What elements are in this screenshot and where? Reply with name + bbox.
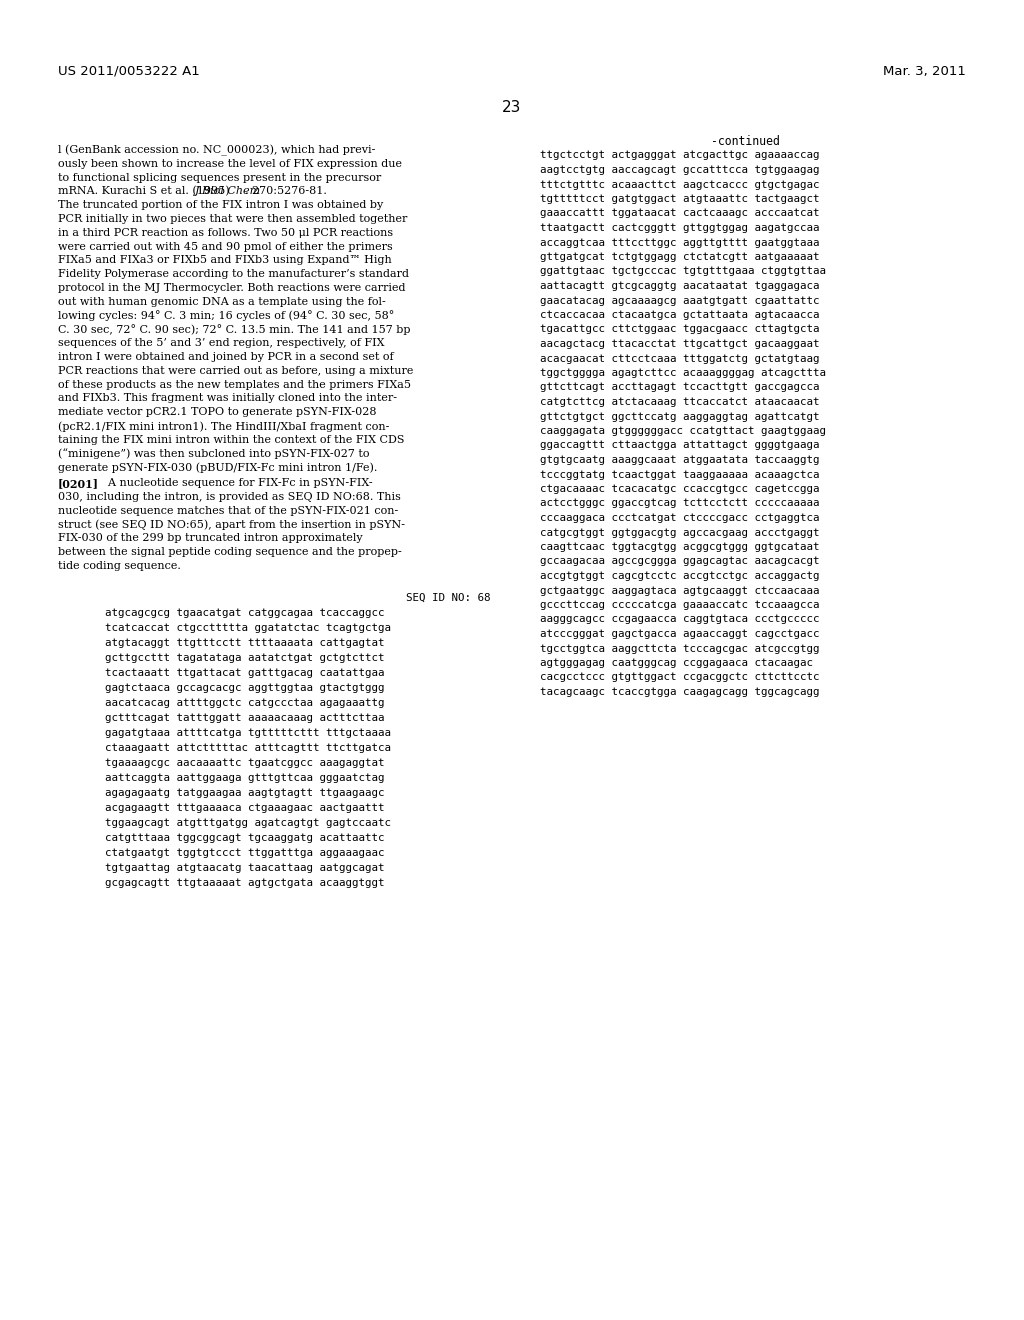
Text: The truncated portion of the FIX intron I was obtained by: The truncated portion of the FIX intron …: [58, 201, 383, 210]
Text: gttctgtgct ggcttccatg aaggaggtag agattcatgt: gttctgtgct ggcttccatg aaggaggtag agattca…: [540, 412, 819, 421]
Text: in a third PCR reaction as follows. Two 50 μl PCR reactions: in a third PCR reaction as follows. Two …: [58, 228, 393, 238]
Text: were carried out with 45 and 90 pmol of either the primers: were carried out with 45 and 90 pmol of …: [58, 242, 393, 252]
Text: gctgaatggc aaggagtaca agtgcaaggt ctccaacaaa: gctgaatggc aaggagtaca agtgcaaggt ctccaac…: [540, 586, 819, 595]
Text: [0201]: [0201]: [58, 478, 99, 490]
Text: atcccgggat gagctgacca agaaccaggt cagcctgacc: atcccgggat gagctgacca agaaccaggt cagcctg…: [540, 630, 819, 639]
Text: (pcR2.1/FIX mini intron1). The HindIII/XbaI fragment con-: (pcR2.1/FIX mini intron1). The HindIII/X…: [58, 421, 389, 432]
Text: J Biol Chem: J Biol Chem: [195, 186, 261, 197]
Text: gctttcagat tatttggatt aaaaacaaag actttcttaa: gctttcagat tatttggatt aaaaacaaag actttct…: [105, 713, 384, 723]
Text: between the signal peptide coding sequence and the propep-: between the signal peptide coding sequen…: [58, 548, 401, 557]
Text: accaggtcaa tttccttggc aggttgtttt gaatggtaaa: accaggtcaa tttccttggc aggttgtttt gaatggt…: [540, 238, 819, 248]
Text: catgcgtggt ggtggacgtg agccacgaag accctgaggt: catgcgtggt ggtggacgtg agccacgaag accctga…: [540, 528, 819, 537]
Text: ctaaagaatt attctttttac atttcagttt ttcttgatca: ctaaagaatt attctttttac atttcagttt ttcttg…: [105, 743, 391, 754]
Text: mediate vector pCR2.1 TOPO to generate pSYN-FIX-028: mediate vector pCR2.1 TOPO to generate p…: [58, 407, 377, 417]
Text: protocol in the MJ Thermocycler. Both reactions were carried: protocol in the MJ Thermocycler. Both re…: [58, 282, 406, 293]
Text: tgtgaattag atgtaacatg taacattaag aatggcagat: tgtgaattag atgtaacatg taacattaag aatggca…: [105, 863, 384, 874]
Text: agagagaatg tatggaagaa aagtgtagtt ttgaagaagc: agagagaatg tatggaagaa aagtgtagtt ttgaaga…: [105, 788, 384, 799]
Text: ttaatgactt cactcgggtt gttggtggag aagatgccaa: ttaatgactt cactcgggtt gttggtggag aagatgc…: [540, 223, 819, 234]
Text: to functional splicing sequences present in the precursor: to functional splicing sequences present…: [58, 173, 381, 182]
Text: acacgaacat cttcctcaaa tttggatctg gctatgtaag: acacgaacat cttcctcaaa tttggatctg gctatgt…: [540, 354, 819, 363]
Text: Fidelity Polymerase according to the manufacturer’s standard: Fidelity Polymerase according to the man…: [58, 269, 409, 280]
Text: aacagctacg ttacacctat ttgcattgct gacaaggaat: aacagctacg ttacacctat ttgcattgct gacaagg…: [540, 339, 819, 348]
Text: accgtgtggt cagcgtcctc accgtcctgc accaggactg: accgtgtggt cagcgtcctc accgtcctgc accagga…: [540, 572, 819, 581]
Text: tgtttttcct gatgtggact atgtaaattc tactgaagct: tgtttttcct gatgtggact atgtaaattc tactgaa…: [540, 194, 819, 205]
Text: taining the FIX mini intron within the context of the FIX CDS: taining the FIX mini intron within the c…: [58, 434, 404, 445]
Text: acgagaagtt tttgaaaaca ctgaaagaac aactgaattt: acgagaagtt tttgaaaaca ctgaaagaac aactgaa…: [105, 804, 384, 813]
Text: tgcctggtca aaggcttcta tcccagcgac atcgccgtgg: tgcctggtca aaggcttcta tcccagcgac atcgccg…: [540, 644, 819, 653]
Text: SEQ ID NO: 68: SEQ ID NO: 68: [406, 593, 490, 603]
Text: . 270:5276-81.: . 270:5276-81.: [245, 186, 327, 197]
Text: gttcttcagt accttagagt tccacttgtt gaccgagcca: gttcttcagt accttagagt tccacttgtt gaccgag…: [540, 383, 819, 392]
Text: ttgctcctgt actgagggat atcgacttgc agaaaaccag: ttgctcctgt actgagggat atcgacttgc agaaaac…: [540, 150, 819, 161]
Text: struct (see SEQ ID NO:65), apart from the insertion in pSYN-: struct (see SEQ ID NO:65), apart from th…: [58, 520, 406, 531]
Text: tide coding sequence.: tide coding sequence.: [58, 561, 181, 572]
Text: lowing cycles: 94° C. 3 min; 16 cycles of (94° C. 30 sec, 58°: lowing cycles: 94° C. 3 min; 16 cycles o…: [58, 310, 394, 322]
Text: tcatcaccat ctgccttttta ggatatctac tcagtgctga: tcatcaccat ctgccttttta ggatatctac tcagtg…: [105, 623, 391, 634]
Text: tgacattgcc cttctggaac tggacgaacc cttagtgcta: tgacattgcc cttctggaac tggacgaacc cttagtg…: [540, 325, 819, 334]
Text: 030, including the intron, is provided as SEQ ID NO:68. This: 030, including the intron, is provided a…: [58, 492, 400, 502]
Text: cacgcctccc gtgttggact ccgacggctc cttcttcctc: cacgcctccc gtgttggact ccgacggctc cttcttc…: [540, 672, 819, 682]
Text: gcttgccttt tagatataga aatatctgat gctgtcttct: gcttgccttt tagatataga aatatctgat gctgtct…: [105, 653, 384, 663]
Text: 23: 23: [503, 100, 521, 115]
Text: tttctgtttc acaaacttct aagctcaccc gtgctgagac: tttctgtttc acaaacttct aagctcaccc gtgctga…: [540, 180, 819, 190]
Text: aattacagtt gtcgcaggtg aacataatat tgaggagaca: aattacagtt gtcgcaggtg aacataatat tgaggag…: [540, 281, 819, 290]
Text: mRNA. Kurachi S et al. (1995): mRNA. Kurachi S et al. (1995): [58, 186, 233, 197]
Text: catgtcttcg atctacaaag ttcaccatct ataacaacat: catgtcttcg atctacaaag ttcaccatct ataacaa…: [540, 397, 819, 407]
Text: intron I were obtained and joined by PCR in a second set of: intron I were obtained and joined by PCR…: [58, 352, 393, 362]
Text: gcccttccag cccccatcga gaaaaccatc tccaaagcca: gcccttccag cccccatcga gaaaaccatc tccaaag…: [540, 601, 819, 610]
Text: gccaagacaa agccgcggga ggagcagtac aacagcacgt: gccaagacaa agccgcggga ggagcagtac aacagca…: [540, 557, 819, 566]
Text: agtgggagag caatgggcag ccggagaaca ctacaagac: agtgggagag caatgggcag ccggagaaca ctacaag…: [540, 657, 813, 668]
Text: ously been shown to increase the level of FIX expression due: ously been shown to increase the level o…: [58, 158, 402, 169]
Text: tcccggtatg tcaactggat taaggaaaaa acaaagctca: tcccggtatg tcaactggat taaggaaaaa acaaagc…: [540, 470, 819, 479]
Text: tgaaaagcgc aacaaaattc tgaatcggcc aaagaggtat: tgaaaagcgc aacaaaattc tgaatcggcc aaagagg…: [105, 758, 384, 768]
Text: (“minigene”) was then subcloned into pSYN-FIX-027 to: (“minigene”) was then subcloned into pSY…: [58, 449, 370, 459]
Text: ctcaccacaa ctacaatgca gctattaata agtacaacca: ctcaccacaa ctacaatgca gctattaata agtacaa…: [540, 310, 819, 319]
Text: A nucleotide sequence for FIX-Fc in pSYN-FIX-: A nucleotide sequence for FIX-Fc in pSYN…: [94, 478, 373, 488]
Text: US 2011/0053222 A1: US 2011/0053222 A1: [58, 65, 200, 78]
Text: of these products as the new templates and the primers FIXa5: of these products as the new templates a…: [58, 380, 411, 389]
Text: gaaaccattt tggataacat cactcaaagc acccaatcat: gaaaccattt tggataacat cactcaaagc acccaat…: [540, 209, 819, 219]
Text: and FIXb3. This fragment was initially cloned into the inter-: and FIXb3. This fragment was initially c…: [58, 393, 397, 404]
Text: FIXa5 and FIXa3 or FIXb5 and FIXb3 using Expand™ High: FIXa5 and FIXa3 or FIXb5 and FIXb3 using…: [58, 255, 392, 265]
Text: actcctgggc ggaccgtcag tcttcctctt cccccaaaaa: actcctgggc ggaccgtcag tcttcctctt cccccaa…: [540, 499, 819, 508]
Text: ggattgtaac tgctgcccac tgtgtttgaaa ctggtgttaa: ggattgtaac tgctgcccac tgtgtttgaaa ctggtg…: [540, 267, 826, 276]
Text: sequences of the 5’ and 3’ end region, respectively, of FIX: sequences of the 5’ and 3’ end region, r…: [58, 338, 384, 348]
Text: aagtcctgtg aaccagcagt gccatttcca tgtggaagag: aagtcctgtg aaccagcagt gccatttcca tgtggaa…: [540, 165, 819, 176]
Text: atgtacaggt ttgtttcctt ttttaaaata cattgagtat: atgtacaggt ttgtttcctt ttttaaaata cattgag…: [105, 639, 384, 648]
Text: tacagcaagc tcaccgtgga caagagcagg tggcagcagg: tacagcaagc tcaccgtgga caagagcagg tggcagc…: [540, 686, 819, 697]
Text: gtgtgcaatg aaaggcaaat atggaatata taccaaggtg: gtgtgcaatg aaaggcaaat atggaatata taccaag…: [540, 455, 819, 465]
Text: aagggcagcc ccgagaacca caggtgtaca ccctgccccc: aagggcagcc ccgagaacca caggtgtaca ccctgcc…: [540, 615, 819, 624]
Text: atgcagcgcg tgaacatgat catggcagaa tcaccaggcc: atgcagcgcg tgaacatgat catggcagaa tcaccag…: [105, 609, 384, 618]
Text: ggaccagttt cttaactgga attattagct ggggtgaaga: ggaccagttt cttaactgga attattagct ggggtga…: [540, 441, 819, 450]
Text: PCR initially in two pieces that were then assembled together: PCR initially in two pieces that were th…: [58, 214, 408, 224]
Text: gagtctaaca gccagcacgc aggttggtaa gtactgtggg: gagtctaaca gccagcacgc aggttggtaa gtactgt…: [105, 684, 384, 693]
Text: Mar. 3, 2011: Mar. 3, 2011: [883, 65, 966, 78]
Text: l (GenBank accession no. NC_000023), which had previ-: l (GenBank accession no. NC_000023), whi…: [58, 145, 376, 156]
Text: ctgacaaaac tcacacatgc ccaccgtgcc cagetccgga: ctgacaaaac tcacacatgc ccaccgtgcc cagetcc…: [540, 484, 819, 494]
Text: FIX-030 of the 299 bp truncated intron approximately: FIX-030 of the 299 bp truncated intron a…: [58, 533, 362, 544]
Text: tcactaaatt ttgattacat gatttgacag caatattgaa: tcactaaatt ttgattacat gatttgacag caatatt…: [105, 668, 384, 678]
Text: gcgagcagtt ttgtaaaaat agtgctgata acaaggtggt: gcgagcagtt ttgtaaaaat agtgctgata acaaggt…: [105, 878, 384, 888]
Text: out with human genomic DNA as a template using the fol-: out with human genomic DNA as a template…: [58, 297, 386, 306]
Text: aacatcacag attttggctc catgccctaa agagaaattg: aacatcacag attttggctc catgccctaa agagaaa…: [105, 698, 384, 709]
Text: PCR reactions that were carried out as before, using a mixture: PCR reactions that were carried out as b…: [58, 366, 414, 376]
Text: caaggagata gtggggggacc ccatgttact gaagtggaag: caaggagata gtggggggacc ccatgttact gaagtg…: [540, 426, 826, 436]
Text: gaacatacag agcaaaagcg aaatgtgatt cgaattattc: gaacatacag agcaaaagcg aaatgtgatt cgaatta…: [540, 296, 819, 305]
Text: gagatgtaaa attttcatga tgtttttcttt tttgctaaaa: gagatgtaaa attttcatga tgtttttcttt tttgct…: [105, 729, 391, 738]
Text: caagttcaac tggtacgtgg acggcgtggg ggtgcataat: caagttcaac tggtacgtgg acggcgtggg ggtgcat…: [540, 543, 819, 552]
Text: C. 30 sec, 72° C. 90 sec); 72° C. 13.5 min. The 141 and 157 bp: C. 30 sec, 72° C. 90 sec); 72° C. 13.5 m…: [58, 325, 411, 335]
Text: ctatgaatgt tggtgtccct ttggatttga aggaaagaac: ctatgaatgt tggtgtccct ttggatttga aggaaag…: [105, 849, 384, 858]
Text: nucleotide sequence matches that of the pSYN-FIX-021 con-: nucleotide sequence matches that of the …: [58, 506, 398, 516]
Text: -continued: -continued: [711, 135, 779, 148]
Text: tggaagcagt atgtttgatgg agatcagtgt gagtccaatc: tggaagcagt atgtttgatgg agatcagtgt gagtcc…: [105, 818, 391, 828]
Text: gttgatgcat tctgtggagg ctctatcgtt aatgaaaaat: gttgatgcat tctgtggagg ctctatcgtt aatgaaa…: [540, 252, 819, 261]
Text: aattcaggta aattggaaga gtttgttcaa gggaatctag: aattcaggta aattggaaga gtttgttcaa gggaatc…: [105, 774, 384, 783]
Text: tggctgggga agagtcttcc acaaaggggag atcagcttta: tggctgggga agagtcttcc acaaaggggag atcagc…: [540, 368, 826, 378]
Text: catgtttaaa tggcggcagt tgcaaggatg acattaattc: catgtttaaa tggcggcagt tgcaaggatg acattaa…: [105, 833, 384, 843]
Text: cccaaggaca ccctcatgat ctccccgacc cctgaggtca: cccaaggaca ccctcatgat ctccccgacc cctgagg…: [540, 513, 819, 523]
Text: generate pSYN-FIX-030 (pBUD/FIX-Fc mini intron 1/Fe).: generate pSYN-FIX-030 (pBUD/FIX-Fc mini …: [58, 462, 378, 473]
